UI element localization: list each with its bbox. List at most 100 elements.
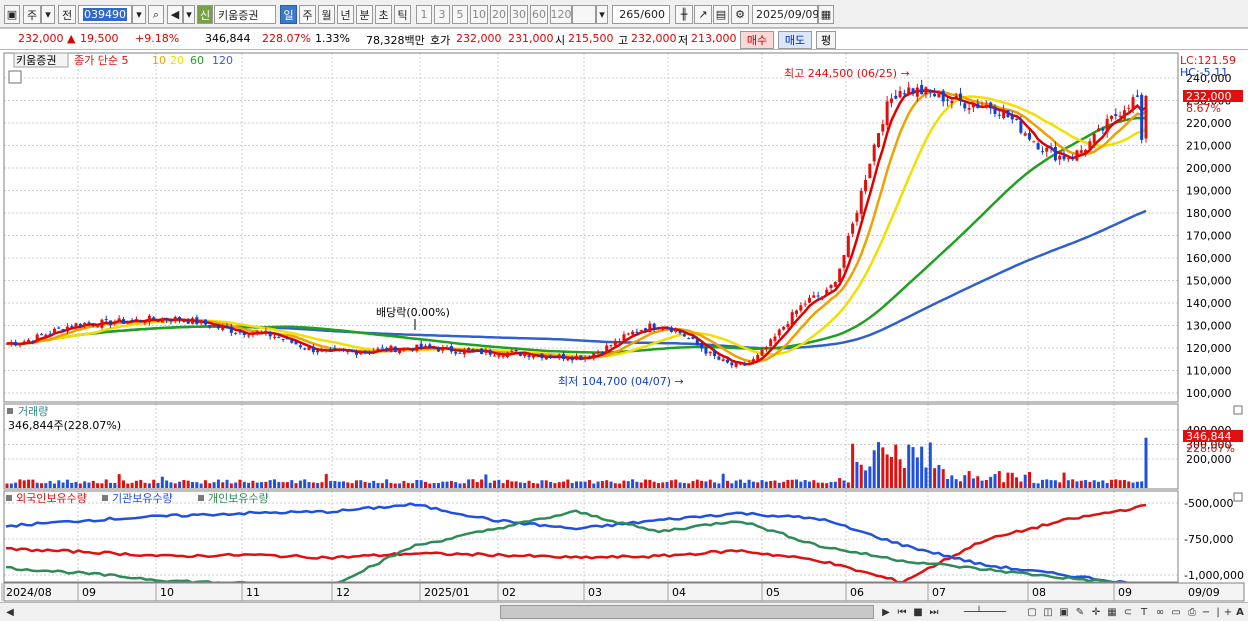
candle-body [536, 354, 540, 356]
period-tab-0[interactable]: 일 [280, 5, 297, 24]
candle-body [311, 346, 315, 353]
candle-body [717, 356, 721, 360]
interval-dropdown-icon[interactable]: ▾ [596, 5, 608, 24]
candle-body [44, 334, 48, 337]
scroll-bar[interactable]: ◀ ▶ ⏮ ■ ⏭ ──┴──── ▢ ◫ ▣ ✎ ✛ ▦ ⊂ T ∞ ▭ ⎙ … [0, 602, 1248, 621]
candle-body [881, 124, 885, 132]
interval-input[interactable] [572, 5, 596, 24]
candle-body [402, 347, 406, 350]
interval-button-1[interactable]: 1 [416, 5, 432, 24]
interval-button-3[interactable]: 3 [434, 5, 450, 24]
volume-bar [605, 480, 609, 488]
font-size-icon[interactable]: A [1236, 606, 1244, 618]
stop-icon[interactable]: ■ [913, 606, 923, 618]
candle-body [40, 334, 44, 336]
buy-button[interactable]: 매수 [740, 31, 774, 49]
volume-bar [825, 483, 829, 488]
window-icon[interactable]: ▣ [4, 5, 20, 24]
volume-bar [1122, 479, 1126, 488]
scroll-right-icon[interactable]: ▶ [882, 606, 890, 618]
candle-body [126, 321, 130, 324]
date-field[interactable]: 2025/09/09 [752, 5, 819, 24]
candle-body [855, 212, 859, 222]
candle-body [773, 336, 777, 341]
candle-body [350, 349, 354, 352]
candle-body [462, 349, 466, 355]
interval-button-30[interactable]: 30 [510, 5, 528, 24]
zoom-out-icon[interactable]: − [1201, 606, 1211, 618]
signal-button[interactable]: 신 [197, 5, 213, 24]
type-dropdown-icon[interactable]: ▾ [41, 5, 55, 24]
volume-bars [5, 437, 1148, 488]
cascade-icon[interactable]: ▣ [1059, 606, 1069, 618]
zoom-in-icon[interactable]: + [1223, 606, 1233, 618]
period-tab-3[interactable]: 년 [337, 5, 354, 24]
volume-tick-label: 200,000 [1186, 453, 1232, 466]
period-tab-2[interactable]: 월 [318, 5, 335, 24]
interval-button-10[interactable]: 10 [470, 5, 488, 24]
volume-bar [544, 480, 548, 488]
candle-type-icon[interactable]: ╫ [675, 5, 693, 24]
volume-bar [165, 480, 169, 488]
interval-button-120[interactable]: 120 [550, 5, 572, 24]
stock-name-field[interactable]: 키움증권 [214, 5, 276, 24]
period-tab-1[interactable]: 주 [299, 5, 316, 24]
low-label: 저 [678, 34, 689, 47]
tile-icon[interactable]: ▢ [1027, 606, 1037, 618]
candle-body [96, 326, 100, 328]
split-icon[interactable]: ◫ [1043, 606, 1053, 618]
candle-body [333, 347, 337, 350]
period-tab-4[interactable]: 분 [356, 5, 373, 24]
prev-button[interactable]: 전 [58, 5, 76, 24]
candle-body [178, 317, 182, 321]
candle-body [165, 318, 169, 321]
first-icon[interactable]: ⏮ [897, 606, 907, 618]
interval-button-20[interactable]: 20 [490, 5, 508, 24]
volume-bar [864, 470, 868, 488]
candle-body [708, 351, 712, 354]
volume-bar [1079, 480, 1083, 488]
count-field[interactable]: 265/600 [612, 5, 670, 24]
volume-bar [333, 481, 337, 488]
speaker-icon[interactable]: ◀ [167, 5, 183, 24]
print-icon[interactable]: ⎙ [1188, 606, 1196, 618]
volume-bar [958, 481, 962, 488]
period-tab-5[interactable]: 초 [375, 5, 392, 24]
avg-button[interactable]: 평 [816, 31, 836, 49]
photo-icon[interactable]: ▭ [1171, 606, 1181, 618]
volume-bar [9, 483, 13, 488]
scroll-left-icon[interactable]: ◀ [6, 606, 14, 618]
zoom-slider[interactable]: ──┴──── [963, 606, 1007, 618]
text-icon[interactable]: T [1140, 606, 1148, 618]
type-select[interactable]: 주 [23, 5, 41, 24]
separator-icon: | [1216, 606, 1220, 618]
time-tick-label: 06 [850, 586, 864, 599]
save-icon[interactable]: ▤ [713, 5, 729, 24]
last-icon[interactable]: ⏭ [929, 606, 939, 618]
candle-body [1062, 155, 1066, 160]
calendar-icon[interactable]: ▦ [818, 5, 834, 24]
volume-bar [83, 481, 87, 488]
speaker-dropdown-icon[interactable]: ▾ [183, 5, 195, 24]
interval-button-60[interactable]: 60 [530, 5, 548, 24]
draw-icon[interactable]: ✎ [1075, 606, 1085, 618]
grid-icon[interactable]: ▦ [1107, 606, 1117, 618]
search-icon[interactable]: ⌕ [148, 5, 164, 24]
stock-code-input[interactable]: 039490 [78, 5, 132, 24]
sell-button[interactable]: 매도 [778, 31, 812, 49]
candle-body [674, 329, 678, 332]
magnet-icon[interactable]: ⊂ [1123, 606, 1133, 618]
interval-button-5[interactable]: 5 [452, 5, 468, 24]
stock-chart[interactable]: 240,000230,000220,000210,000200,000190,0… [0, 51, 1248, 602]
scroll-thumb[interactable] [500, 605, 874, 619]
code-dropdown-icon[interactable]: ▾ [132, 5, 146, 24]
volume-bar [877, 442, 881, 488]
indicator-icon[interactable]: ↗ [694, 5, 712, 24]
candle-body [203, 319, 207, 325]
link-icon[interactable]: ∞ [1155, 606, 1165, 618]
period-tab-6[interactable]: 틱 [394, 5, 411, 24]
candle-body [691, 336, 695, 339]
candle-body [238, 331, 242, 333]
crosshair-icon[interactable]: ✛ [1091, 606, 1101, 618]
gear-icon[interactable]: ⚙ [731, 5, 749, 24]
